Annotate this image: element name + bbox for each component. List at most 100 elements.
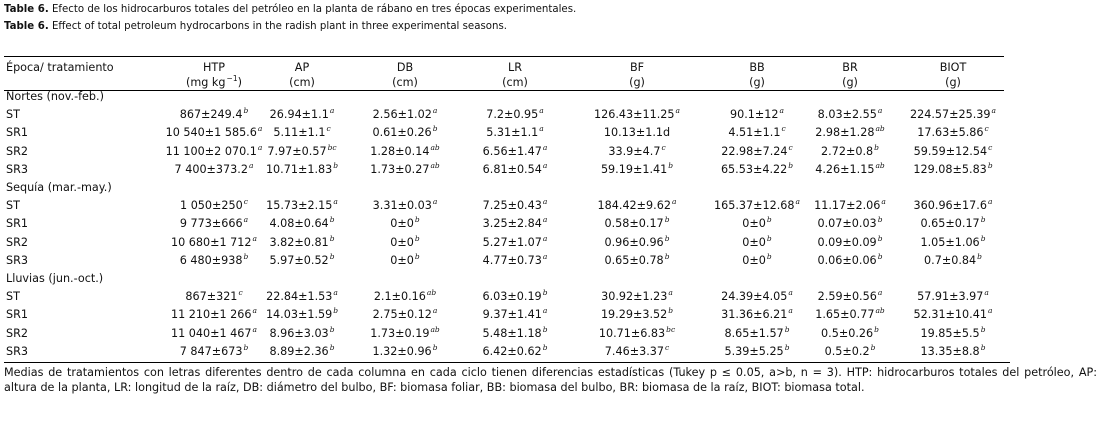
cell-value: 0±0 xyxy=(390,235,414,249)
table-cell-db: 2.1±0.16ab xyxy=(330,288,480,306)
significance-letter: a xyxy=(675,106,681,116)
table-cell-bf: 19.29±3.52b xyxy=(562,306,712,324)
significance-letter: ab xyxy=(426,288,437,298)
table-cell-br: 0.06±0.06b xyxy=(775,252,925,270)
table-cell-biot: 1.05±1.06b xyxy=(878,234,1028,252)
significance-letter: b xyxy=(980,215,986,225)
table-row: SR1 9 773±666a 4.08±0.64b 0±0b 3.25±2.84a 0.5… xyxy=(0,215,1099,233)
table-cell-lr: 9.37±1.41a xyxy=(440,306,590,324)
significance-letter: c xyxy=(665,342,670,352)
cell-value: 0.7±0.84 xyxy=(924,253,977,267)
table-row: SR3 6 480±938b 5.97±0.52b 0±0b 4.77±0.73a 0.6… xyxy=(0,252,1099,270)
cell-value: 360.96±17.6 xyxy=(913,199,987,213)
significance-letter: b xyxy=(414,233,420,243)
cell-value: 0.07±0.03 xyxy=(817,217,877,231)
significance-letter: ab xyxy=(430,324,440,334)
table-cell-biot: 360.96±17.6a xyxy=(878,197,1028,215)
table-cell-htp: 7 400±373.2a xyxy=(139,161,289,179)
cell-value: 129.08±5.83 xyxy=(913,162,987,176)
cell-value: 5.39±5.25 xyxy=(724,344,784,358)
cell-value: 5.31±1.1 xyxy=(486,126,539,140)
table-cell-ap: 26.94±1.1a xyxy=(227,106,377,124)
significance-letter: b xyxy=(766,233,772,243)
cell-value: 10 540±1 585.6 xyxy=(165,126,257,140)
cell-value: 0.5±0.2 xyxy=(824,344,870,358)
cell-value: 52.31±10.41 xyxy=(913,308,987,322)
significance-letter: b xyxy=(664,233,670,243)
table-cell-bb: 65.53±4.22b xyxy=(682,161,832,179)
table-cell-lr: 5.31±1.1a xyxy=(440,124,590,142)
table-cell-htp: 9 773±666a xyxy=(139,215,289,233)
table-cell-lr: 7.25±0.43a xyxy=(440,197,590,215)
table-cell-lr: 7.2±0.95a xyxy=(440,106,590,124)
table-cell-ap: 8.96±3.03b xyxy=(227,325,377,343)
caption-text: Effect of total petroleum hydrocarbons i… xyxy=(51,21,507,32)
significance-letter: b xyxy=(784,342,790,352)
cell-value: 3.25±2.84 xyxy=(482,217,542,231)
cell-value: 19.29±3.52 xyxy=(600,308,668,322)
table-cell-db: 1.32±0.96b xyxy=(330,343,480,361)
cell-value: 14.03±1.59 xyxy=(265,308,333,322)
significance-letter: a xyxy=(542,197,548,207)
significance-letter: b xyxy=(329,251,335,261)
table-cell-biot: 224.57±25.39a xyxy=(878,106,1028,124)
cell-value: 6.42±0.62 xyxy=(482,344,542,358)
cell-value: 8.65±1.57 xyxy=(724,326,784,340)
significance-letter: b xyxy=(432,124,438,134)
cell-value: 0±0 xyxy=(390,217,414,231)
cell-value: 7.2±0.95 xyxy=(486,108,539,122)
table-cell-lr: 4.77±0.73a xyxy=(440,252,590,270)
cell-value: 0±0 xyxy=(742,217,766,231)
table-cell-bb: 5.39±5.25b xyxy=(682,343,832,361)
table-cell-db: 0±0b xyxy=(330,252,480,270)
unit-bf: (g) xyxy=(562,74,712,92)
cell-value: 13.35±8.8 xyxy=(920,344,980,358)
table-cell-bb: 8.65±1.57b xyxy=(682,325,832,343)
table-cell-br: 0.5±0.26b xyxy=(775,325,925,343)
treatment-label: SR3 xyxy=(6,344,28,358)
cell-value: 59.59±12.54 xyxy=(913,144,988,158)
significance-letter: a xyxy=(248,160,254,170)
significance-letter: b xyxy=(668,160,674,170)
unit-text: (g) xyxy=(749,76,765,89)
significance-letter: b xyxy=(664,251,670,261)
cell-value: 5.48±1.18 xyxy=(482,326,542,340)
significance-letter: b xyxy=(668,306,674,316)
significance-letter: a xyxy=(252,233,258,243)
table-cell-bb: 24.39±4.05a xyxy=(682,288,832,306)
cell-value: 33.9±4.7 xyxy=(608,144,661,158)
significance-letter: c xyxy=(661,142,666,152)
significance-letter: b xyxy=(877,251,883,261)
treatment-label: SR3 xyxy=(6,253,28,267)
cell-value: 6.03±0.19 xyxy=(482,290,542,304)
table-cell-biot: 0.7±0.84 b xyxy=(878,252,1028,270)
table-cell-bb: 31.36±6.21a xyxy=(682,306,832,324)
table-cell-br: 2.59±0.56a xyxy=(775,288,925,306)
cell-value: 0.65±0.17 xyxy=(920,217,980,231)
table-cell-bf: 0.65±0.78b xyxy=(562,252,712,270)
header-htp: HTP xyxy=(203,61,225,74)
unit-br: (g) xyxy=(775,74,925,92)
significance-letter: a xyxy=(257,142,263,152)
table-cell-lr: 6.56±1.47a xyxy=(440,143,590,161)
cell-value: 1.05±1.06 xyxy=(920,235,980,249)
table-cell-br: 2.72±0.8b xyxy=(775,143,925,161)
cell-value: 3.82±0.81 xyxy=(269,235,329,249)
cell-value: 11 210±1 266 xyxy=(170,308,252,322)
significance-letter: b xyxy=(432,342,438,352)
treatment-label: SR3 xyxy=(6,162,28,176)
treatment-label: SR2 xyxy=(6,326,28,340)
cell-value: 57.91±3.97 xyxy=(917,290,984,304)
table-cell-ap: 14.03±1.59b xyxy=(227,306,377,324)
header-rule xyxy=(4,90,1004,91)
unit-bb: (g) xyxy=(682,74,832,92)
significance-letter: a xyxy=(788,288,793,298)
significance-letter: c xyxy=(988,142,993,152)
significance-letter: b xyxy=(784,324,790,334)
significance-letter: b xyxy=(877,215,883,225)
cell-value: 165.37±12.68 xyxy=(713,199,795,213)
treatment-label: ST xyxy=(6,290,20,304)
table-cell-htp: 6 480±938b xyxy=(139,252,289,270)
unit-ap: (cm) xyxy=(227,74,377,92)
significance-letter: b xyxy=(329,324,335,334)
